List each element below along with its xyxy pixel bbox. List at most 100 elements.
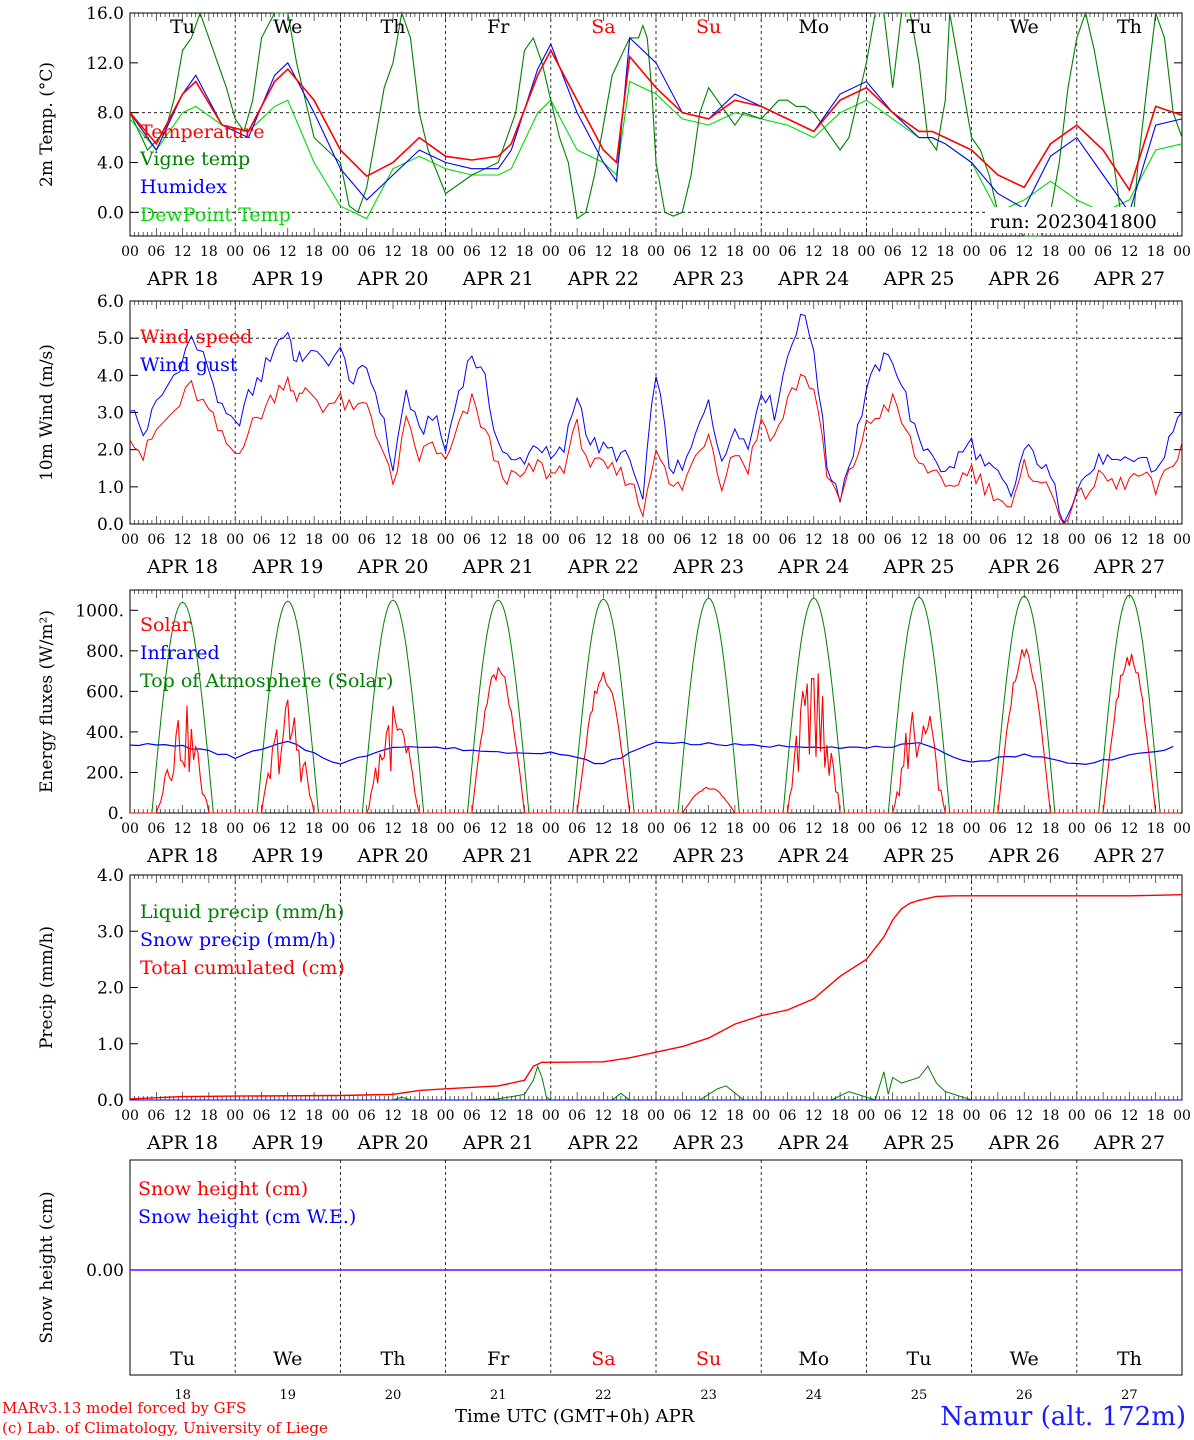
day-number-label: 23 bbox=[700, 1388, 717, 1403]
hour-tick-label: 00 bbox=[963, 821, 981, 837]
hour-tick-label: 06 bbox=[1094, 244, 1112, 260]
series-wind-speed bbox=[129, 373, 1183, 525]
hour-tick-label: 18 bbox=[621, 1108, 639, 1124]
hour-tick-label: 12 bbox=[805, 1108, 823, 1124]
hour-tick-label: 12 bbox=[279, 532, 297, 548]
date-label: APR 24 bbox=[777, 845, 849, 867]
hour-tick-label: 12 bbox=[700, 532, 718, 548]
hour-tick-label: 12 bbox=[1015, 821, 1033, 837]
hour-tick-label: 00 bbox=[1068, 1108, 1086, 1124]
hour-tick-label: 00 bbox=[857, 1108, 875, 1124]
hour-tick-label: 12 bbox=[279, 821, 297, 837]
hour-tick-label: 12 bbox=[910, 821, 928, 837]
hour-tick-label: 00 bbox=[963, 532, 981, 548]
legend-solar: Solar bbox=[140, 614, 192, 636]
hour-tick-label: 18 bbox=[1042, 821, 1060, 837]
hour-tick-label: 06 bbox=[253, 1108, 271, 1124]
panel-5: 0.00 Snow height (cm) Snow height (cm) Snow… bbox=[37, 1159, 1183, 1403]
hour-tick-label: 18 bbox=[516, 1108, 534, 1124]
hour-tick-label: 06 bbox=[673, 532, 691, 548]
date-label: APR 20 bbox=[356, 556, 428, 578]
hour-tick-label: 18 bbox=[831, 821, 849, 837]
hour-tick-label: 00 bbox=[857, 821, 875, 837]
date-label: APR 19 bbox=[251, 556, 323, 578]
legend-snow-height-cm-w-e-: Snow height (cm W.E.) bbox=[138, 1206, 356, 1228]
hour-tick-label: 00 bbox=[963, 1108, 981, 1124]
hour-tick-label: 06 bbox=[884, 1108, 902, 1124]
legend-liquid-precip-mm-h-: Liquid precip (mm/h) bbox=[140, 901, 344, 923]
hour-tick-label: 12 bbox=[1120, 532, 1138, 548]
day-of-week-label: Th bbox=[381, 16, 406, 38]
hour-tick-label: 18 bbox=[621, 244, 639, 260]
series-solar bbox=[130, 647, 1180, 814]
hour-tick-label: 06 bbox=[779, 1108, 797, 1124]
hour-tick-label: 00 bbox=[1173, 1108, 1191, 1124]
hour-tick-label: 06 bbox=[358, 532, 376, 548]
hour-tick-label: 18 bbox=[726, 821, 744, 837]
hour-tick-label: 12 bbox=[174, 1108, 192, 1124]
hour-tick-label: 18 bbox=[936, 1108, 954, 1124]
hour-tick-label: 06 bbox=[1094, 821, 1112, 837]
hour-tick-label: 12 bbox=[384, 821, 402, 837]
hour-tick-label: 18 bbox=[831, 244, 849, 260]
date-label: APR 25 bbox=[882, 268, 954, 290]
hour-tick-label: 12 bbox=[805, 244, 823, 260]
hour-tick-label: 18 bbox=[200, 821, 218, 837]
legend-total-cumulated-cm-: Total cumulated (cm) bbox=[140, 957, 345, 979]
day-of-week-label: Su bbox=[696, 16, 721, 38]
day-of-week-label: We bbox=[273, 1348, 302, 1370]
hour-tick-label: 18 bbox=[516, 244, 534, 260]
hour-tick-label: 12 bbox=[700, 1108, 718, 1124]
legend-snow-precip-mm-h-: Snow precip (mm/h) bbox=[140, 929, 336, 951]
hour-tick-label: 06 bbox=[1094, 1108, 1112, 1124]
hour-tick-label: 00 bbox=[226, 821, 244, 837]
legend-vigne-temp: Vigne temp bbox=[139, 148, 250, 170]
hour-tick-label: 12 bbox=[700, 244, 718, 260]
day-number-label: 19 bbox=[280, 1388, 297, 1403]
hour-tick-label: 12 bbox=[1015, 1108, 1033, 1124]
hour-tick-label: 06 bbox=[358, 821, 376, 837]
hour-tick-label: 06 bbox=[1094, 532, 1112, 548]
date-label: APR 21 bbox=[462, 556, 534, 578]
date-label: APR 23 bbox=[672, 845, 744, 867]
y-tick-label: 0.0 bbox=[97, 203, 124, 223]
hour-tick-label: 00 bbox=[752, 1108, 770, 1124]
hour-tick-label: 18 bbox=[936, 821, 954, 837]
hour-tick-label: 00 bbox=[331, 244, 349, 260]
date-label: APR 18 bbox=[146, 845, 218, 867]
hour-tick-label: 06 bbox=[253, 244, 271, 260]
y-axis-label: Snow height (cm) bbox=[37, 1191, 57, 1343]
date-label: APR 26 bbox=[988, 268, 1060, 290]
panel-2: 6.0 5.0 4.0 3.0 2.0 1.0 0.0 10m Wind (m/s) Wind … bbox=[37, 292, 1191, 578]
hour-tick-label: 06 bbox=[779, 532, 797, 548]
day-number-label: 25 bbox=[911, 1388, 928, 1403]
y-tick-label: 8.0 bbox=[97, 104, 124, 124]
hour-tick-label: 12 bbox=[594, 821, 612, 837]
date-label: APR 25 bbox=[882, 845, 954, 867]
day-number-label: 20 bbox=[385, 1388, 402, 1403]
hour-tick-label: 12 bbox=[489, 532, 507, 548]
hour-tick-label: 00 bbox=[121, 532, 139, 548]
date-label: APR 24 bbox=[777, 1132, 849, 1154]
hour-tick-label: 00 bbox=[542, 244, 560, 260]
hour-tick-label: 12 bbox=[1120, 821, 1138, 837]
day-number-label: 24 bbox=[806, 1388, 823, 1403]
legend-wind-gust: Wind gust bbox=[140, 354, 238, 376]
y-tick-label: 3.0 bbox=[97, 404, 124, 424]
panel-3: 1000. 800. 600. 400. 200. 0. Energy fluxes (W/… bbox=[37, 589, 1191, 867]
hour-tick-label: 06 bbox=[884, 821, 902, 837]
y-axis-label: Energy fluxes (W/m²) bbox=[37, 610, 57, 793]
y-tick-label: 800. bbox=[86, 642, 124, 662]
hour-tick-label: 18 bbox=[1042, 532, 1060, 548]
hour-tick-label: 18 bbox=[1147, 821, 1165, 837]
hour-tick-label: 18 bbox=[726, 1108, 744, 1124]
hour-tick-label: 00 bbox=[963, 244, 981, 260]
y-tick-label: 0.00 bbox=[86, 1261, 124, 1281]
hour-tick-label: 06 bbox=[568, 244, 586, 260]
day-number-label: 26 bbox=[1016, 1388, 1033, 1403]
hour-tick-label: 00 bbox=[1173, 244, 1191, 260]
hour-tick-label: 18 bbox=[1042, 1108, 1060, 1124]
date-label: APR 18 bbox=[146, 1132, 218, 1154]
station-label: Namur (alt. 172m) bbox=[940, 1402, 1186, 1432]
date-label: APR 20 bbox=[356, 845, 428, 867]
